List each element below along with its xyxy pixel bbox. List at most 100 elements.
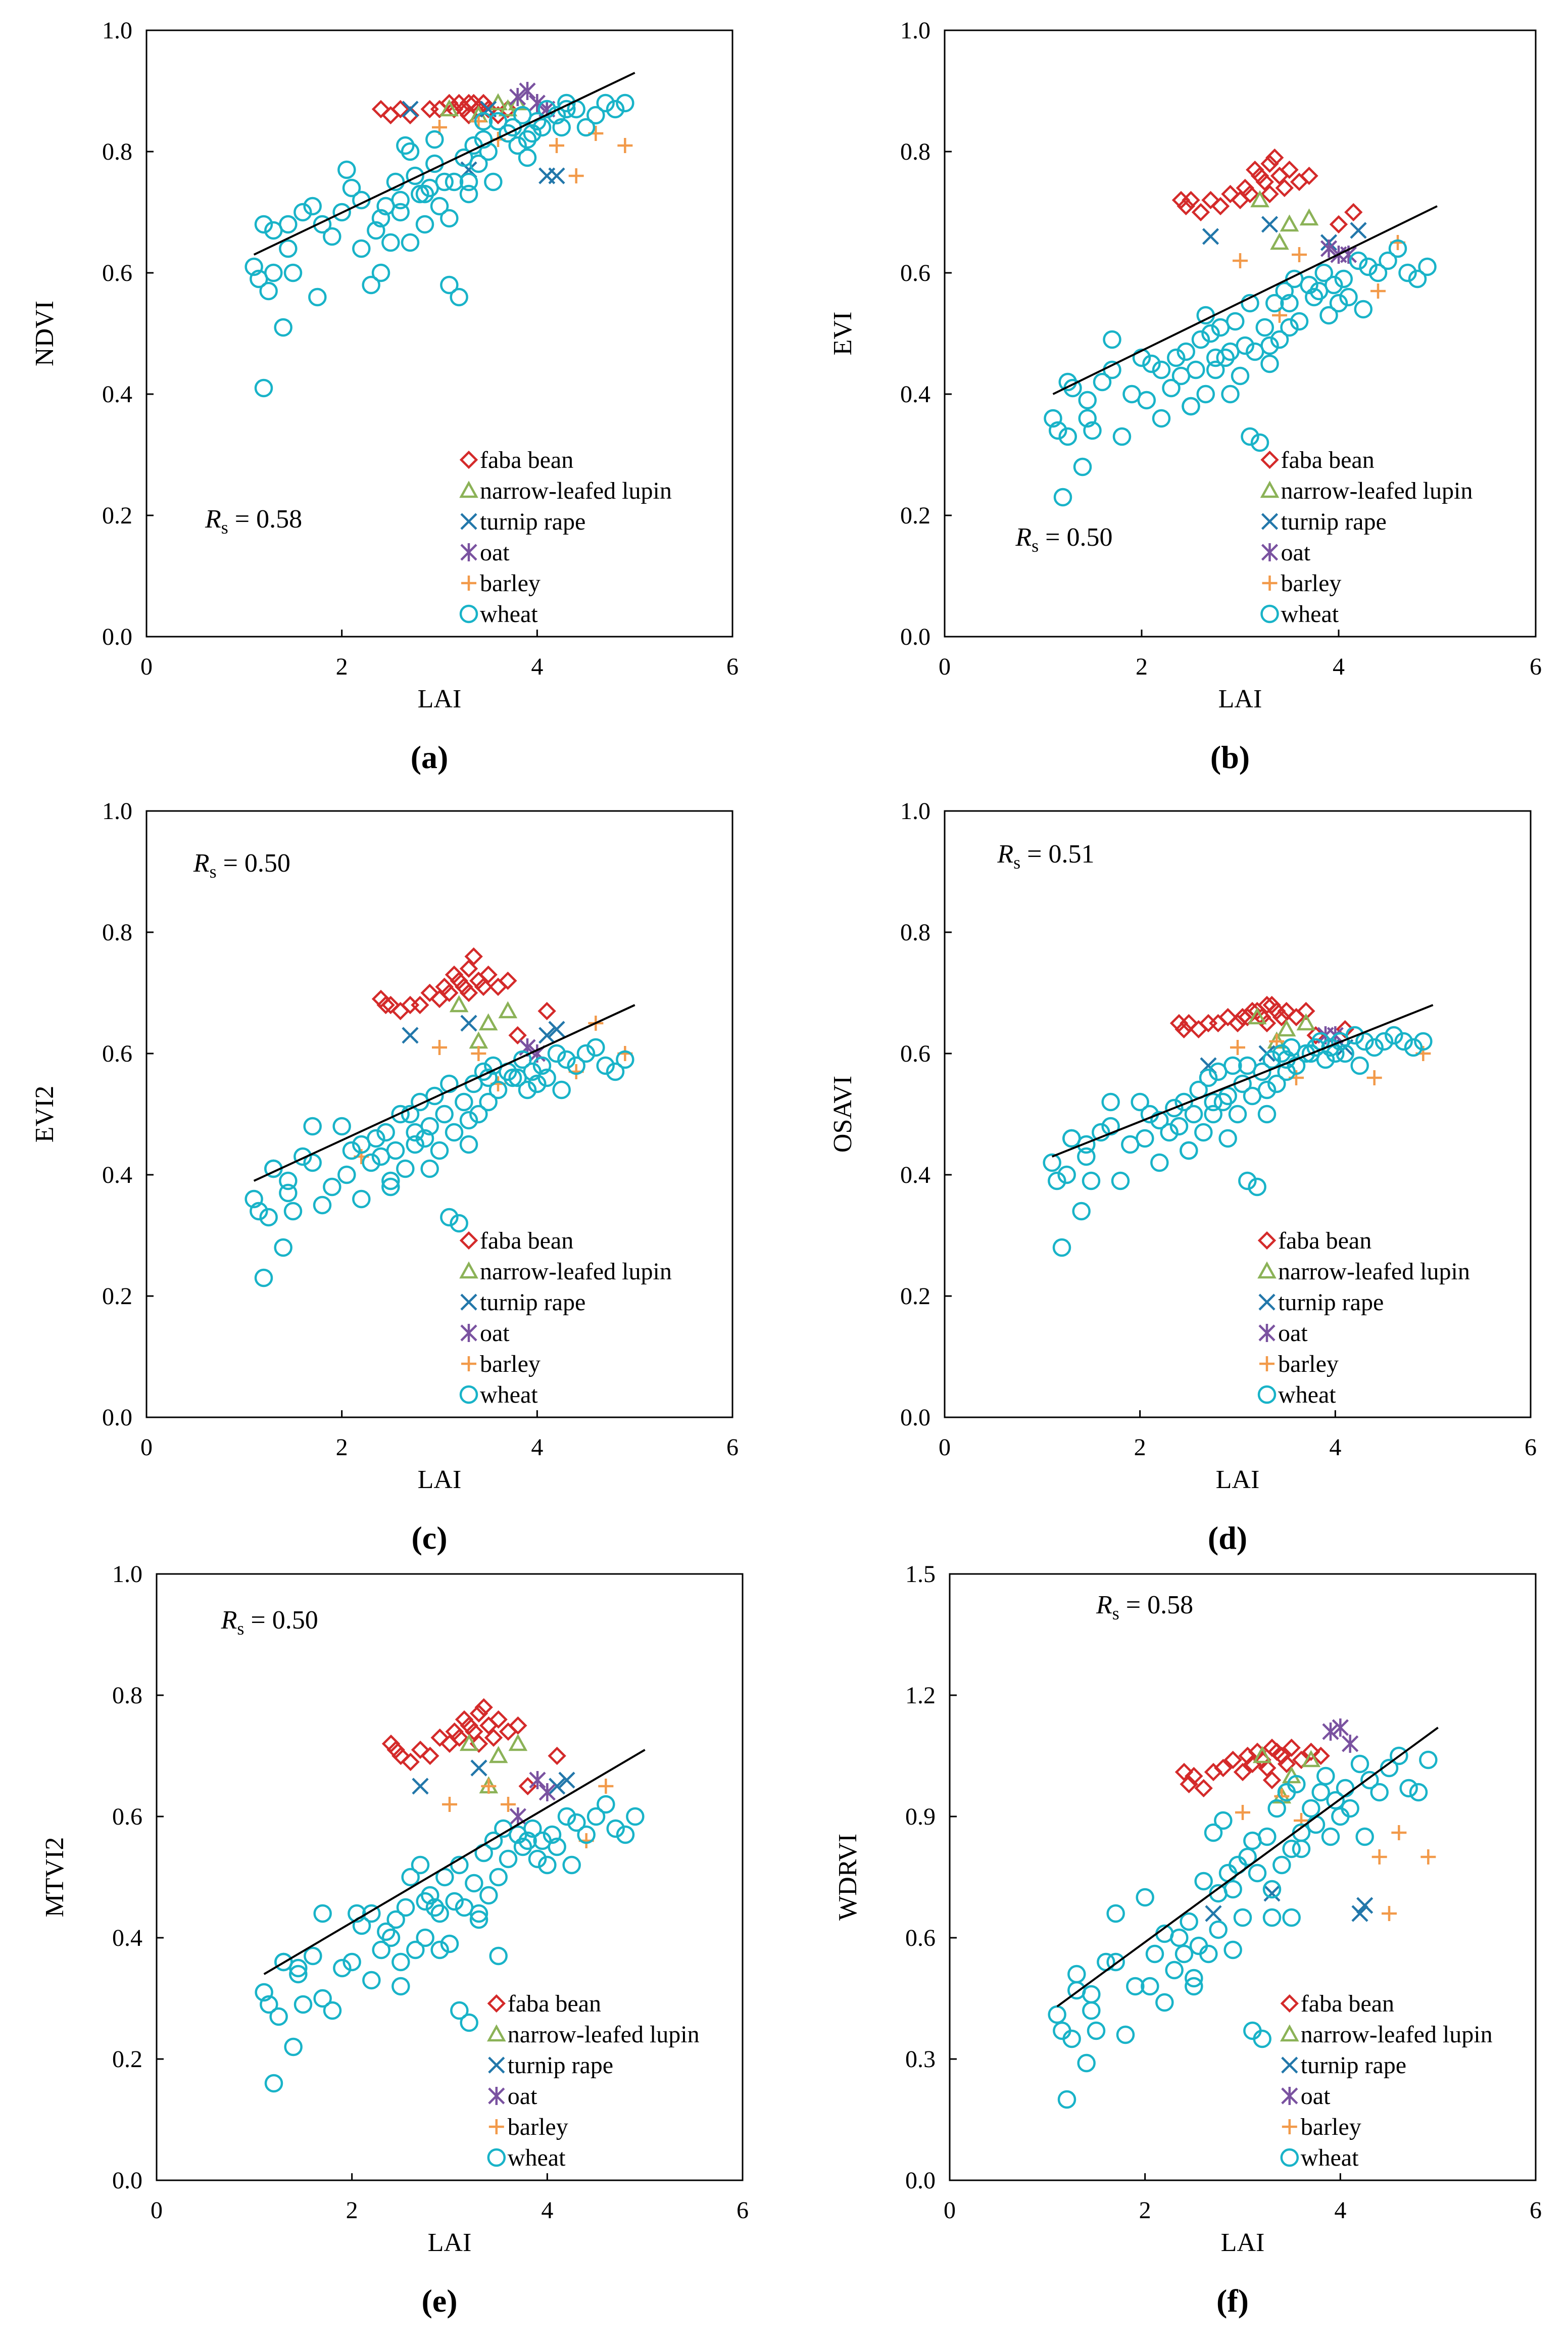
data-point <box>1301 1750 1321 1767</box>
data-point <box>391 1001 410 1021</box>
annotation-r: R <box>193 849 210 878</box>
data-point <box>283 263 303 282</box>
data-point <box>1106 1904 1125 1923</box>
data-point <box>401 1752 420 1772</box>
annotation-subscript: s <box>1032 536 1039 556</box>
annotation-subscript: s <box>237 1618 244 1639</box>
data-point <box>1180 1912 1198 1931</box>
data-point <box>1204 1823 1223 1842</box>
data-point <box>1250 190 1269 208</box>
data-point <box>1255 172 1274 192</box>
legend-label: narrow-leafed lupin <box>1278 1258 1470 1285</box>
chart-panel: 0.0 0.2 0.4 0.6 0.8 1.0 0 2 4 6 LAI MTVI2 (e) Rs = 0.… <box>40 1561 749 2319</box>
data-point <box>508 136 527 155</box>
data-point <box>1174 1092 1193 1112</box>
data-point <box>1370 283 1386 299</box>
data-point <box>577 1825 596 1844</box>
data-point <box>469 154 488 173</box>
data-point <box>1062 2029 1081 2048</box>
data-point <box>362 1153 380 1172</box>
data-point <box>1334 269 1353 289</box>
y-tick-label: 0.2 <box>112 2046 142 2073</box>
data-point <box>264 2074 283 2093</box>
data-point <box>1420 1849 1436 1864</box>
data-point <box>474 1698 493 1717</box>
data-point <box>1398 263 1417 282</box>
data-point <box>332 203 351 222</box>
data-point <box>401 1105 420 1124</box>
data-point <box>411 995 429 1015</box>
data-point <box>1182 397 1200 416</box>
data-point <box>440 983 459 1002</box>
data-point <box>606 100 625 119</box>
data-point <box>1385 1026 1403 1045</box>
data-point <box>1275 281 1294 301</box>
data-point <box>1275 178 1294 198</box>
data-point <box>1233 1908 1252 1927</box>
data-point <box>367 221 385 240</box>
legend: faba bean narrow-leafed lupin turnip rape o… <box>486 1990 700 2171</box>
legend-marker <box>1280 1994 1299 2013</box>
data-point <box>489 1710 508 1729</box>
data-point <box>465 1722 483 1741</box>
legend: faba bean narrow-leafed lupin turnip rape o… <box>1260 447 1473 628</box>
data-point <box>1277 1754 1296 1774</box>
legend-label: oat <box>1301 2083 1331 2110</box>
legend-label: oat <box>480 1320 510 1347</box>
legend-label: turnip rape <box>1278 1289 1384 1316</box>
data-point <box>415 184 434 204</box>
data-point <box>469 1734 488 1753</box>
series-faba-bean <box>1169 995 1354 1045</box>
legend-label: wheat <box>1278 1381 1336 1408</box>
data-point <box>519 82 536 100</box>
data-point <box>469 1904 488 1923</box>
data-point <box>362 1971 381 1990</box>
data-point <box>1316 1766 1335 1786</box>
legend-label: turnip rape <box>1281 508 1387 535</box>
data-point <box>1253 2029 1271 2048</box>
data-point <box>1141 1977 1159 1996</box>
legend-marker <box>488 2119 504 2134</box>
data-point <box>479 965 498 984</box>
data-point <box>416 1928 434 1947</box>
data-point <box>401 995 420 1015</box>
data-point <box>1201 190 1220 210</box>
data-point <box>465 1874 483 1893</box>
panel-caption: (a) <box>411 739 449 775</box>
data-point <box>518 1831 537 1850</box>
data-point <box>1214 1811 1233 1830</box>
data-point <box>459 1111 478 1130</box>
x-tick-label: 2 <box>1139 2197 1151 2224</box>
series-faba-bean <box>371 947 556 1045</box>
x-tick-label: 4 <box>1333 653 1345 680</box>
data-point <box>1218 1129 1237 1148</box>
series-narrow-leafed-lupin <box>449 995 518 1049</box>
data-point <box>333 1958 352 1978</box>
data-point <box>549 138 564 153</box>
data-point <box>1326 1044 1345 1063</box>
data-point <box>1206 360 1225 379</box>
data-point <box>617 138 633 153</box>
series-wheat <box>1043 1026 1433 1257</box>
series-oat <box>1322 1718 1359 1753</box>
data-point <box>1277 1001 1296 1021</box>
series-turnip-rape <box>402 1015 565 1044</box>
data-point <box>1174 1944 1194 1964</box>
x-axis-label: LAI <box>1216 1465 1260 1494</box>
legend-marker <box>1260 450 1279 469</box>
data-point <box>401 1868 420 1887</box>
correlation-annotation: Rs = 0.58 <box>205 505 302 538</box>
legend-label: faba bean <box>1278 1227 1371 1254</box>
data-point <box>1282 1738 1301 1757</box>
data-point <box>1290 172 1309 192</box>
data-point <box>293 1995 313 2014</box>
data-point <box>1296 1013 1316 1031</box>
data-point <box>1375 1032 1394 1051</box>
data-point <box>1233 253 1248 268</box>
data-point <box>1394 1032 1413 1051</box>
data-point <box>435 1105 454 1124</box>
legend-marker <box>459 1261 478 1279</box>
plot-frame <box>949 1573 1537 2181</box>
data-point <box>376 1123 395 1142</box>
data-point <box>459 983 478 1002</box>
